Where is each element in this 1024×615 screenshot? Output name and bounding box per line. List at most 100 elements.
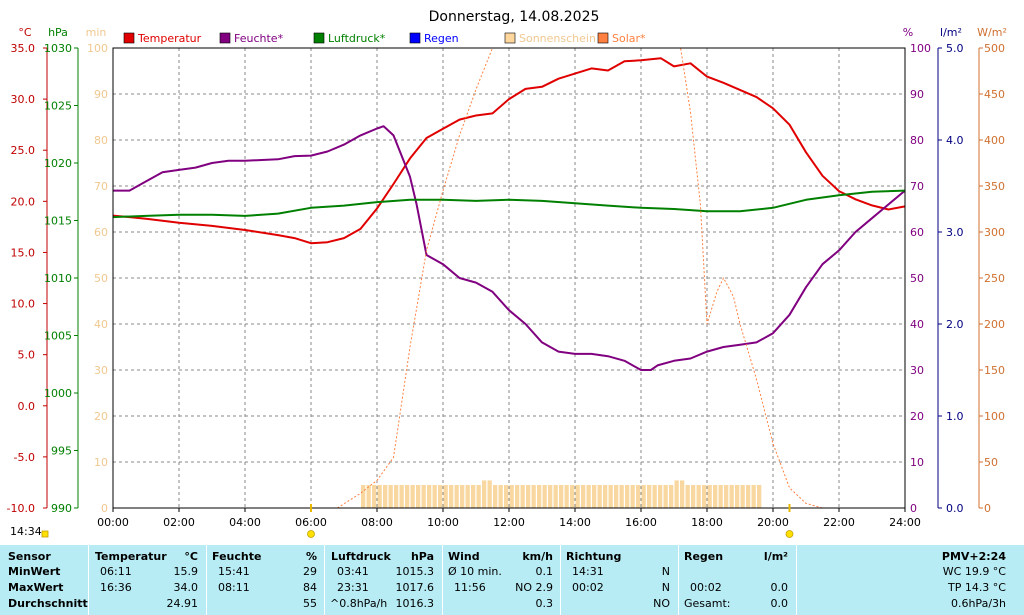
sunshine-bar <box>383 485 388 508</box>
hum-tick-label: 50 <box>910 272 924 285</box>
hum-tick-label: 80 <box>910 134 924 147</box>
sunrise-icon <box>307 530 315 538</box>
sun-tick-label: 50 <box>94 272 108 285</box>
stats-header-wind: Wind <box>448 550 480 563</box>
stats-temp-value: 24.91 <box>166 597 199 610</box>
temp-unit-label: °C <box>18 26 32 39</box>
stats-rain-time: Gesamt: <box>684 597 731 610</box>
hum-tick-label: 60 <box>910 226 924 239</box>
sunshine-bar <box>652 485 657 508</box>
stats-temp-value: 15.9 <box>173 565 199 578</box>
sunshine-bar <box>669 485 674 508</box>
stats-header-temp: Temperatur <box>95 550 167 563</box>
temp-tick-label: 15.0 <box>11 246 36 259</box>
sunshine-bar <box>718 485 723 508</box>
chart-title: Donnerstag, 14.08.2025 <box>429 9 600 25</box>
stats-extra: TP 14.3 °C <box>947 581 1006 594</box>
legend-swatch <box>409 32 421 44</box>
right-axis-ticks: 10090807060504030201005.04.03.02.01.00.0… <box>910 42 1005 515</box>
stats-press-value: 1017.6 <box>395 581 435 594</box>
stats-press-time: ^0.8hPa/h <box>330 597 388 610</box>
stats-header-rain: Regen <box>684 550 724 563</box>
sunshine-bar <box>438 485 443 508</box>
stats-dir-value: N <box>661 581 670 594</box>
sun-tick-label: 70 <box>94 180 108 193</box>
press-tick-label: 1025 <box>44 100 72 113</box>
sunshine-bar <box>465 485 470 508</box>
hum-tick-label: 90 <box>910 88 924 101</box>
stats-extra: WC 19.9 °C <box>942 565 1006 578</box>
sunshine-bar <box>757 485 762 508</box>
sunshine-bar <box>537 485 542 508</box>
sunshine-bar <box>526 485 531 508</box>
x-tick-label: 10:00 <box>427 516 459 529</box>
sunshine-bar <box>361 485 366 508</box>
sunshine-bar <box>443 485 448 508</box>
sunshine-bar <box>548 485 553 508</box>
sunshine-bar <box>366 485 371 508</box>
press-unit-label: hPa <box>48 26 68 39</box>
temp-tick-label: 10.0 <box>11 298 36 311</box>
rain-tick-label: 5.0 <box>946 42 964 55</box>
temp-tick-label: 20.0 <box>11 195 36 208</box>
stats-press-time: 03:41 <box>337 565 369 578</box>
solar-tick-label: 250 <box>984 272 1005 285</box>
solar-tick-label: 400 <box>984 134 1005 147</box>
sunshine-bar <box>685 485 690 508</box>
hum-tick-label: 10 <box>910 456 924 469</box>
stats-row-label: Durchschnitt <box>8 597 88 610</box>
rain-tick-label: 2.0 <box>946 318 964 331</box>
stats-wind-value: NO 2.9 <box>515 581 553 594</box>
sunshine-bar <box>740 485 745 508</box>
current-time: 14:34 <box>10 525 42 538</box>
stats-row-label: MinWert <box>8 565 61 578</box>
x-tick-label: 08:00 <box>361 516 393 529</box>
sunshine-bar <box>625 485 630 508</box>
stats-press-time: 23:31 <box>337 581 369 594</box>
sun-unit-label: min <box>86 26 107 39</box>
stats-temp-value: 34.0 <box>173 581 199 594</box>
sunshine-bar <box>416 485 421 508</box>
solar-unit-label: W/m² <box>977 26 1007 39</box>
stats-hum-value: 55 <box>303 597 317 610</box>
sunshine-bar <box>377 485 382 508</box>
legend-swatch <box>313 32 325 44</box>
legend-label: Sonnenschein <box>519 32 596 45</box>
stats-press-value: 1016.3 <box>395 597 435 610</box>
rain-tick-label: 4.0 <box>946 134 964 147</box>
sun-tick-label: 90 <box>94 88 108 101</box>
sunshine-bar <box>680 480 685 508</box>
sunshine-bar <box>427 485 432 508</box>
stats-header-wind-unit: km/h <box>522 550 553 563</box>
stats-dir-time: 14:31 <box>572 565 604 578</box>
sunshine-bar <box>553 485 558 508</box>
press-tick-label: 1015 <box>44 215 72 228</box>
x-tick-label: 06:00 <box>295 516 327 529</box>
sunshine-bar <box>575 485 580 508</box>
x-tick-label: 20:00 <box>757 516 789 529</box>
sunshine-bar <box>713 485 718 508</box>
sun-tick-label: 40 <box>94 318 108 331</box>
sunshine-bar <box>586 485 591 508</box>
solar-tick-label: 150 <box>984 364 1005 377</box>
sunshine-bar <box>515 485 520 508</box>
sunshine-bar <box>399 485 404 508</box>
press-tick-label: 990 <box>51 502 72 515</box>
sunshine-bar <box>449 485 454 508</box>
statistics-panel: Sensor Temperatur °C Feuchte % Luftdruck… <box>0 545 1024 615</box>
stats-header-press-unit: hPa <box>410 550 434 563</box>
solar-tick-label: 350 <box>984 180 1005 193</box>
sunshine-bar <box>592 485 597 508</box>
sunshine-bar <box>509 485 514 508</box>
weather-chart: Donnerstag, 14.08.2025 °C hPa min% l/m² W/m²… <box>7 9 1007 538</box>
stats-hum-time: 08:11 <box>218 581 250 594</box>
solar-tick-label: 300 <box>984 226 1005 239</box>
stats-rain-time: 00:02 <box>690 581 722 594</box>
sun-tick-label: 10 <box>94 456 108 469</box>
sunshine-bar <box>482 480 487 508</box>
sunshine-bar <box>493 485 498 508</box>
series-line-press <box>112 189 906 219</box>
rain-unit-label: l/m² <box>940 26 962 39</box>
chart-grid <box>113 48 905 508</box>
stats-header-sensor: Sensor <box>8 550 51 563</box>
